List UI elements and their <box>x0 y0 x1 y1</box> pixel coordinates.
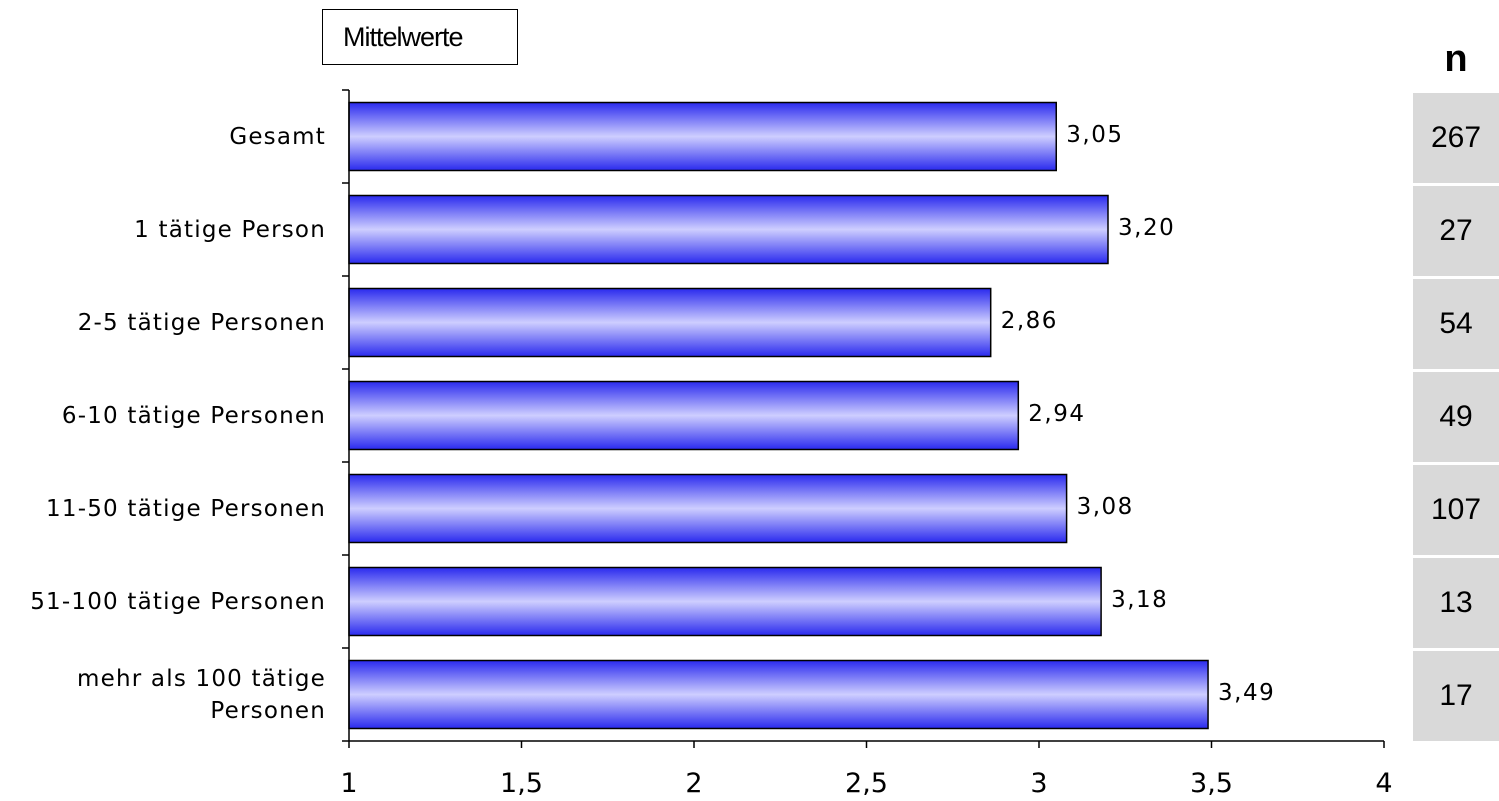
x-tick-label: 2,5 <box>845 768 888 799</box>
n-column-header: n <box>1444 38 1468 80</box>
value-label: 2,86 <box>1000 307 1058 334</box>
value-label: 3,05 <box>1066 121 1124 148</box>
n-value: 17 <box>1413 651 1499 741</box>
bar <box>348 566 1102 637</box>
category-label: mehr als 100 tätige Personen <box>77 665 326 724</box>
value-label: 3,20 <box>1118 214 1176 241</box>
value-label: 3,49 <box>1218 679 1276 706</box>
bar <box>348 287 992 358</box>
x-tick-label: 3,5 <box>1190 768 1233 799</box>
n-value: 49 <box>1413 372 1499 462</box>
value-label: 2,94 <box>1028 400 1086 427</box>
legend-label: Mittelwerte <box>343 21 464 52</box>
category-label: 51-100 tätige Personen <box>30 588 326 615</box>
category-label: 11-50 tätige Personen <box>46 495 326 522</box>
bar <box>348 473 1068 544</box>
category-label: 1 tätige Person <box>134 216 326 243</box>
legend-box: Mittelwerte <box>322 9 518 65</box>
n-value: 27 <box>1413 186 1499 276</box>
n-value: 54 <box>1413 279 1499 369</box>
value-label: 3,18 <box>1111 586 1169 613</box>
bar <box>348 101 1057 172</box>
bar <box>348 659 1209 730</box>
x-tick-label: 2 <box>685 768 703 799</box>
n-value: 267 <box>1413 93 1499 183</box>
bar <box>348 194 1109 265</box>
category-label: 2-5 tätige Personen <box>77 309 326 336</box>
category-label: 6-10 tätige Personen <box>61 402 326 429</box>
x-tick-label: 1 <box>340 768 358 799</box>
value-label: 3,08 <box>1076 493 1134 520</box>
category-label: Gesamt <box>229 123 326 150</box>
n-value: 107 <box>1413 465 1499 555</box>
x-tick-label: 3 <box>1030 768 1048 799</box>
n-value: 13 <box>1413 558 1499 648</box>
bar <box>348 380 1020 451</box>
x-tick-label: 1,5 <box>500 768 543 799</box>
x-tick-label: 4 <box>1375 768 1393 799</box>
